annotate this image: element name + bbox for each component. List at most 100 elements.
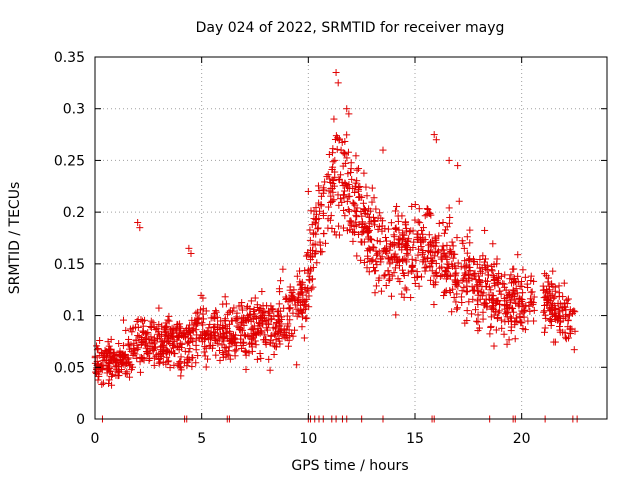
data-point (474, 318, 482, 326)
data-point (487, 313, 495, 321)
data-point (258, 288, 266, 296)
data-point (249, 326, 257, 334)
data-point (302, 302, 310, 310)
data-point (261, 336, 269, 344)
data-point (403, 249, 411, 257)
data-point (145, 356, 153, 364)
data-point (340, 149, 348, 157)
data-point (421, 212, 429, 220)
data-point (132, 336, 140, 344)
data-point (488, 291, 496, 299)
data-point (338, 198, 346, 206)
data-point (473, 260, 481, 268)
data-point (506, 313, 514, 321)
data-point (441, 267, 449, 275)
data-point (474, 281, 482, 289)
data-point (462, 262, 470, 270)
data-point (509, 286, 517, 294)
data-point (352, 211, 360, 219)
data-point (495, 274, 503, 282)
data-point (115, 340, 123, 348)
data-point (298, 313, 306, 321)
data-point (347, 159, 355, 167)
data-point (443, 241, 451, 249)
data-point (487, 322, 495, 330)
data-point (502, 310, 510, 318)
data-point (304, 251, 312, 259)
data-point (319, 212, 327, 220)
data-point (212, 307, 220, 315)
data-point (419, 246, 427, 254)
data-point (412, 256, 420, 264)
data-point (429, 256, 437, 264)
data-point (395, 240, 403, 248)
data-point-spike (304, 187, 312, 195)
data-point (556, 328, 564, 336)
data-point (460, 275, 468, 283)
data-point (359, 199, 367, 207)
data-point (401, 284, 409, 292)
data-point (304, 286, 312, 294)
data-point (494, 296, 502, 304)
data-point (314, 224, 322, 232)
data-point (276, 288, 284, 296)
data-point (546, 316, 554, 324)
data-point (244, 302, 252, 310)
data-point (108, 381, 116, 389)
data-point (465, 256, 473, 264)
data-point (325, 203, 333, 211)
data-point (518, 278, 526, 286)
data-point (451, 250, 459, 258)
data-point (147, 333, 155, 341)
data-point (392, 311, 400, 319)
data-point (243, 312, 251, 320)
data-point (170, 361, 178, 369)
data-point (194, 352, 202, 360)
data-point (408, 202, 416, 210)
data-point (406, 246, 414, 254)
data-point (313, 210, 321, 218)
data-point (474, 311, 482, 319)
data-point (96, 336, 104, 344)
data-point (410, 238, 418, 246)
data-point (395, 226, 403, 234)
data-point (272, 343, 280, 351)
data-point (549, 294, 557, 302)
data-point (150, 361, 158, 369)
data-point (160, 326, 168, 334)
data-point (512, 285, 520, 293)
data-point (328, 149, 336, 157)
data-point (307, 285, 315, 293)
data-point (286, 305, 294, 313)
data-point (107, 367, 115, 375)
data-point (416, 219, 424, 227)
data-point (346, 169, 354, 177)
data-point (313, 259, 321, 267)
data-point (283, 312, 291, 320)
tick-labels: 0 0.05 0.1 0.15 0.2 0.25 0.3 0.35 0 5 10 15 20 (54, 50, 531, 447)
data-point-spike (134, 218, 142, 226)
data-point (569, 309, 577, 317)
data-point (552, 312, 560, 320)
data-point (344, 206, 352, 214)
data-point (355, 165, 363, 173)
data-point (369, 256, 377, 264)
data-point (159, 338, 167, 346)
data-point (317, 192, 325, 200)
data-point (557, 317, 565, 325)
data-point (482, 265, 490, 273)
data-point (166, 364, 174, 372)
data-point (323, 173, 331, 181)
data-point (139, 327, 147, 335)
data-point (188, 363, 196, 371)
data-point (270, 351, 278, 359)
data-point (559, 293, 567, 301)
data-point (221, 293, 229, 301)
data-point (106, 346, 114, 354)
data-point (488, 267, 496, 275)
data-point (556, 308, 564, 316)
data-point (470, 257, 478, 265)
data-point (253, 355, 261, 363)
data-point (195, 334, 203, 342)
